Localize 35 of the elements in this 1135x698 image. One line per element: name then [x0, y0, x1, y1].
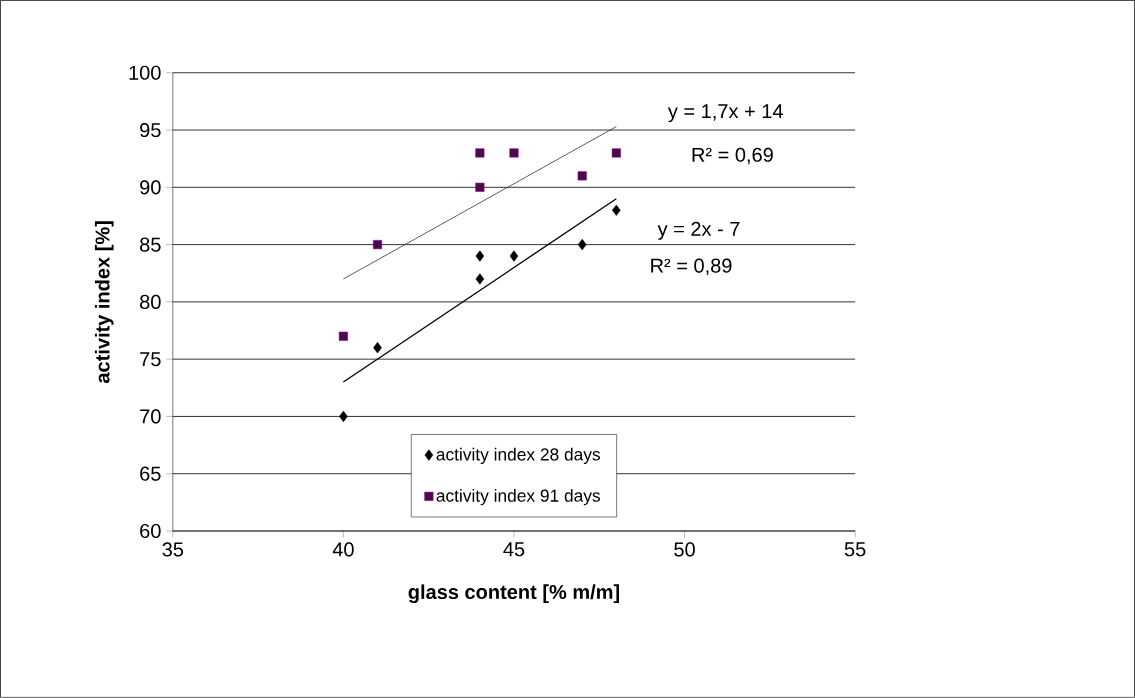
- point: [475, 148, 485, 158]
- legend-label: activity index 91 days: [436, 489, 601, 506]
- point: [475, 182, 485, 192]
- x-tick-label: 40: [332, 542, 354, 557]
- point: [577, 171, 587, 181]
- x-tick-label: 35: [162, 542, 184, 557]
- y-tick-label: 75: [140, 352, 161, 367]
- x-axis-title: glass content [% m/m]: [408, 584, 620, 604]
- point: [611, 148, 621, 158]
- point: [509, 148, 519, 158]
- x-tick-label: 55: [844, 542, 866, 557]
- legend-label: activity index 28 days: [436, 447, 601, 465]
- x-tick-label: 45: [503, 542, 525, 557]
- annotation: y = 1,7x + 14: [667, 104, 783, 123]
- x-tick-label: 50: [674, 542, 695, 557]
- point: [372, 240, 383, 250]
- y-tick-label: 65: [140, 466, 161, 481]
- y-tick-label: 100: [129, 65, 161, 80]
- point: [373, 342, 382, 354]
- point: [338, 331, 348, 341]
- y-tick-label: 60: [140, 523, 161, 539]
- y-tick-label: 85: [140, 237, 161, 252]
- point: [577, 239, 587, 251]
- annotation: R² = 0,69: [692, 147, 773, 165]
- annotation: R² = 0,89: [651, 258, 732, 276]
- y-tick-label: 70: [140, 409, 161, 424]
- point: [509, 250, 519, 262]
- point: [612, 204, 621, 216]
- point: [475, 273, 485, 285]
- annotation: y = 2x - 7: [657, 221, 740, 240]
- point: [475, 250, 485, 262]
- y-axis-title: activity index [%]: [94, 221, 114, 384]
- y-tick-label: 95: [140, 123, 161, 138]
- y-tick-label: 90: [140, 180, 161, 195]
- y-tick-label: 80: [140, 294, 161, 310]
